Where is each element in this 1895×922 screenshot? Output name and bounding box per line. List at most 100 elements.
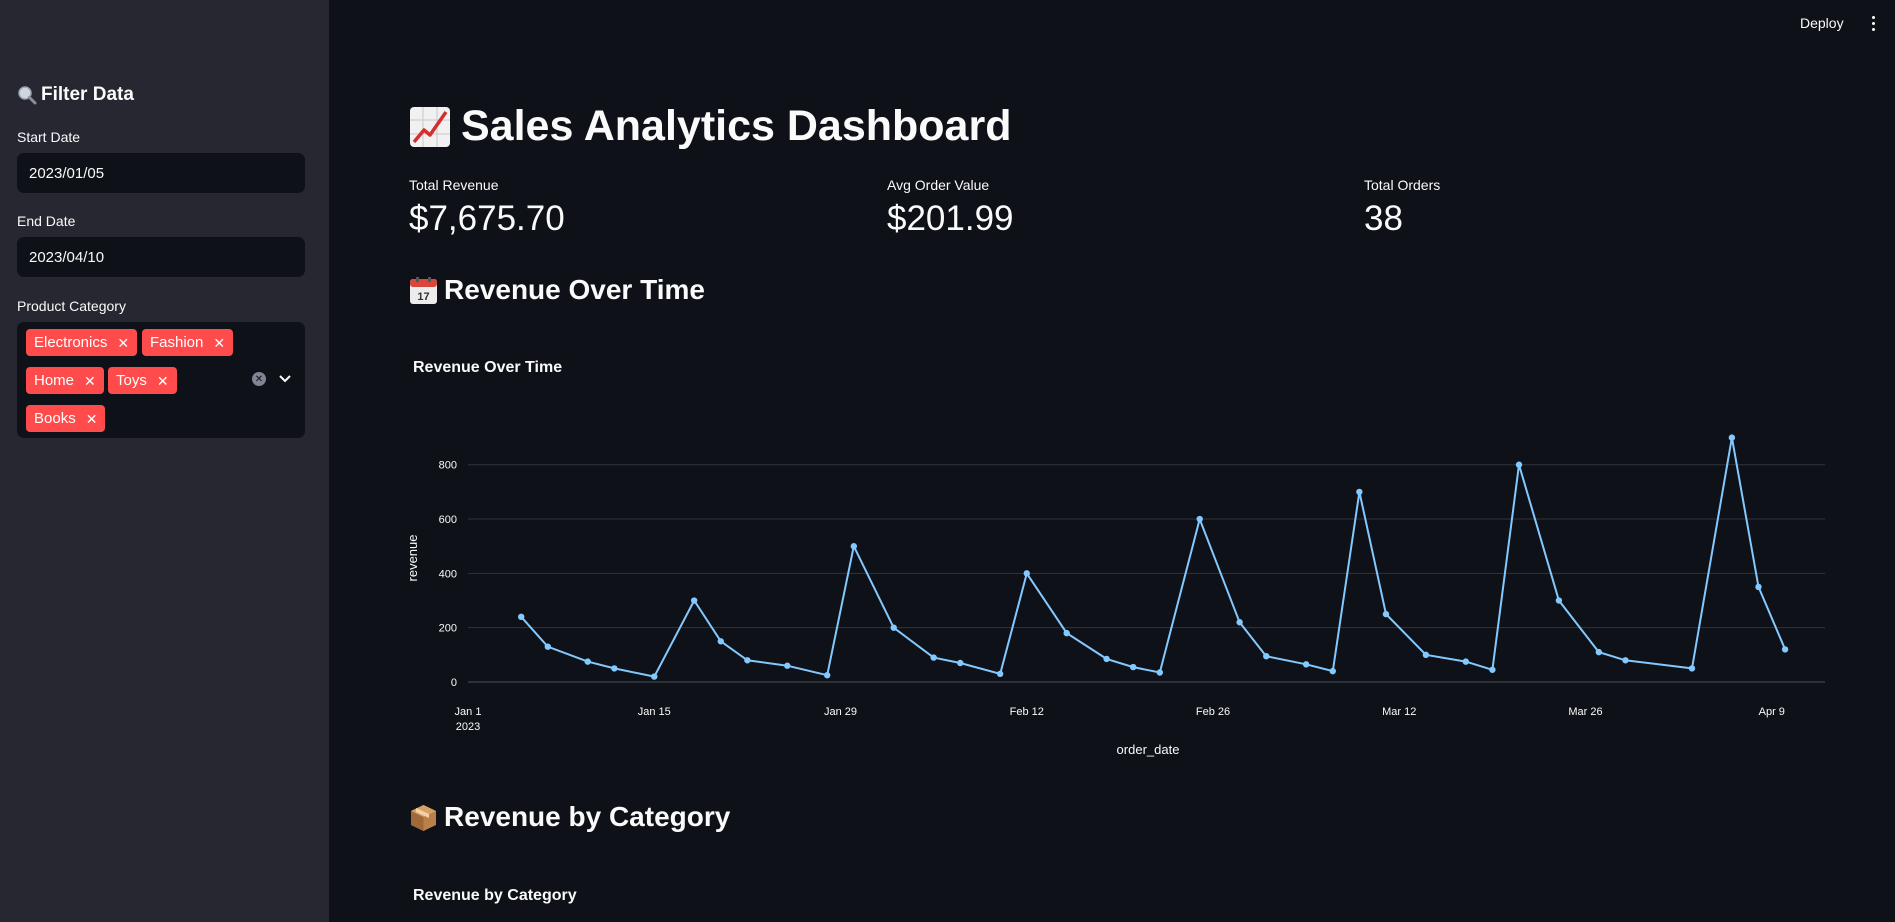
metric-avg-order-value: Avg Order Value $201.99 bbox=[887, 177, 1014, 239]
end-date-input[interactable]: 2023/04/10 bbox=[17, 237, 305, 277]
sidebar-title: Filter Data bbox=[17, 84, 134, 106]
category-tag: Fashion ✕ bbox=[142, 329, 234, 356]
data-point[interactable] bbox=[651, 673, 658, 680]
data-point[interactable] bbox=[850, 543, 858, 550]
data-point[interactable] bbox=[544, 643, 552, 650]
data-point[interactable] bbox=[1156, 669, 1164, 676]
x-tick-label: Mar 12 bbox=[1382, 706, 1416, 718]
deploy-button[interactable]: Deploy bbox=[1800, 15, 1844, 31]
start-date-label: Start Date bbox=[17, 129, 81, 145]
y-axis-label: revenue bbox=[405, 535, 420, 582]
data-point[interactable] bbox=[784, 662, 791, 669]
category-tag: Toys ✕ bbox=[108, 367, 177, 394]
section-heading-text: Revenue by Category bbox=[444, 801, 731, 832]
data-point[interactable] bbox=[690, 597, 698, 604]
section-heading-revenue-time: 17 Revenue Over Time bbox=[409, 274, 705, 306]
tag-label: Books bbox=[34, 410, 76, 427]
metric-label: Total Orders bbox=[1364, 177, 1441, 193]
revenue-line-chart[interactable]: 0 200 400 600 800 Jan 1 2023 Jan 15 Jan 29 Feb 12… bbox=[405, 380, 1835, 770]
clear-all-icon[interactable]: ✕ bbox=[252, 372, 266, 386]
data-point[interactable] bbox=[1462, 658, 1469, 665]
data-point[interactable] bbox=[1515, 461, 1523, 468]
data-point[interactable] bbox=[717, 638, 724, 645]
data-point[interactable] bbox=[1196, 515, 1203, 523]
x-tick-label: Jan 29 bbox=[824, 706, 857, 718]
data-point[interactable] bbox=[1023, 570, 1030, 577]
data-point[interactable] bbox=[1302, 661, 1310, 668]
data-point[interactable] bbox=[611, 665, 618, 672]
tag-label: Toys bbox=[116, 372, 147, 389]
x-tick-label: Jan 15 bbox=[638, 706, 671, 718]
data-point[interactable] bbox=[1595, 648, 1603, 656]
data-point[interactable] bbox=[1103, 655, 1110, 663]
remove-tag-icon[interactable]: ✕ bbox=[213, 334, 226, 351]
page-title: Sales Analytics Dashboard bbox=[409, 102, 1011, 151]
x-tick-label: Feb 26 bbox=[1196, 706, 1230, 718]
calendar-icon: 17 bbox=[410, 276, 437, 304]
sidebar-title-text: Filter Data bbox=[41, 84, 134, 105]
category-label: Product Category bbox=[17, 298, 126, 314]
data-point[interactable] bbox=[996, 670, 1004, 678]
remove-tag-icon[interactable]: ✕ bbox=[84, 372, 96, 389]
data-point[interactable] bbox=[744, 657, 751, 664]
data-point[interactable] bbox=[1263, 653, 1270, 660]
data-point[interactable] bbox=[1489, 666, 1496, 673]
remove-tag-icon[interactable]: ✕ bbox=[156, 372, 169, 389]
data-point[interactable] bbox=[824, 672, 831, 679]
chart-title: Revenue Over Time bbox=[413, 359, 563, 376]
metric-value: 38 bbox=[1364, 199, 1403, 238]
metric-label: Total Revenue bbox=[409, 177, 499, 193]
data-point[interactable] bbox=[890, 624, 897, 631]
start-date-value: 2023/01/05 bbox=[29, 164, 105, 182]
y-tick-label: 800 bbox=[439, 460, 457, 472]
data-point[interactable] bbox=[1755, 583, 1762, 591]
data-point[interactable] bbox=[1622, 657, 1629, 664]
data-point[interactable] bbox=[518, 613, 525, 621]
category-tag: Home ✕ bbox=[26, 367, 104, 394]
y-tick-label: 0 bbox=[451, 677, 457, 689]
data-point[interactable] bbox=[1382, 610, 1390, 618]
start-date-input[interactable]: 2023/01/05 bbox=[17, 153, 305, 193]
x-tick-label: Mar 26 bbox=[1568, 706, 1602, 718]
x-tick-label: Feb 12 bbox=[1010, 706, 1044, 718]
remove-tag-icon[interactable]: ✕ bbox=[85, 410, 98, 427]
data-point[interactable] bbox=[1422, 651, 1430, 659]
tag-label: Home bbox=[34, 372, 75, 389]
data-point[interactable] bbox=[1236, 619, 1243, 626]
magnifier-icon bbox=[18, 86, 37, 105]
data-point[interactable] bbox=[584, 658, 591, 665]
main-menu-icon[interactable] bbox=[1870, 16, 1876, 34]
series-line bbox=[520, 437, 1787, 678]
end-date-value: 2023/04/10 bbox=[29, 248, 105, 266]
chart-increasing-icon bbox=[410, 106, 450, 147]
data-point[interactable] bbox=[1555, 597, 1563, 604]
data-point[interactable] bbox=[1129, 663, 1137, 671]
category-multiselect[interactable]: Electronics ✕ Fashion ✕ Home ✕ Toys ✕ Bo… bbox=[17, 322, 305, 438]
data-point[interactable] bbox=[1063, 629, 1070, 637]
data-point[interactable] bbox=[1688, 665, 1696, 672]
data-point[interactable] bbox=[957, 659, 964, 667]
x-tick-label: Apr 9 bbox=[1759, 706, 1785, 718]
data-point[interactable] bbox=[1781, 646, 1789, 653]
data-point[interactable] bbox=[1329, 667, 1336, 675]
sidebar: Filter Data Start Date 2023/01/05 End Da… bbox=[0, 0, 329, 922]
metric-total-orders: Total Orders 38 bbox=[1364, 177, 1440, 239]
remove-tag-icon[interactable]: ✕ bbox=[117, 334, 130, 351]
category-tag: Electronics ✕ bbox=[26, 329, 138, 356]
y-tick-label: 200 bbox=[439, 623, 457, 635]
section-heading-text: Revenue Over Time bbox=[444, 274, 705, 305]
metric-value: $201.99 bbox=[887, 199, 1014, 238]
metric-total-revenue: Total Revenue $7,675.70 bbox=[409, 177, 565, 239]
page-title-text: Sales Analytics Dashboard bbox=[461, 102, 1012, 150]
data-point[interactable] bbox=[1356, 488, 1363, 496]
x-tick-label: Jan 1 bbox=[455, 706, 482, 718]
section-heading-revenue-category: Revenue by Category bbox=[409, 801, 730, 833]
y-tick-label: 600 bbox=[439, 514, 457, 526]
metric-value: $7,675.70 bbox=[409, 199, 565, 238]
package-icon bbox=[411, 804, 436, 831]
data-point[interactable] bbox=[1728, 434, 1736, 441]
svg-text:17: 17 bbox=[417, 291, 429, 303]
x-axis-label: order_date bbox=[1117, 742, 1180, 757]
data-point[interactable] bbox=[930, 654, 937, 661]
chevron-down-icon[interactable] bbox=[276, 370, 294, 388]
